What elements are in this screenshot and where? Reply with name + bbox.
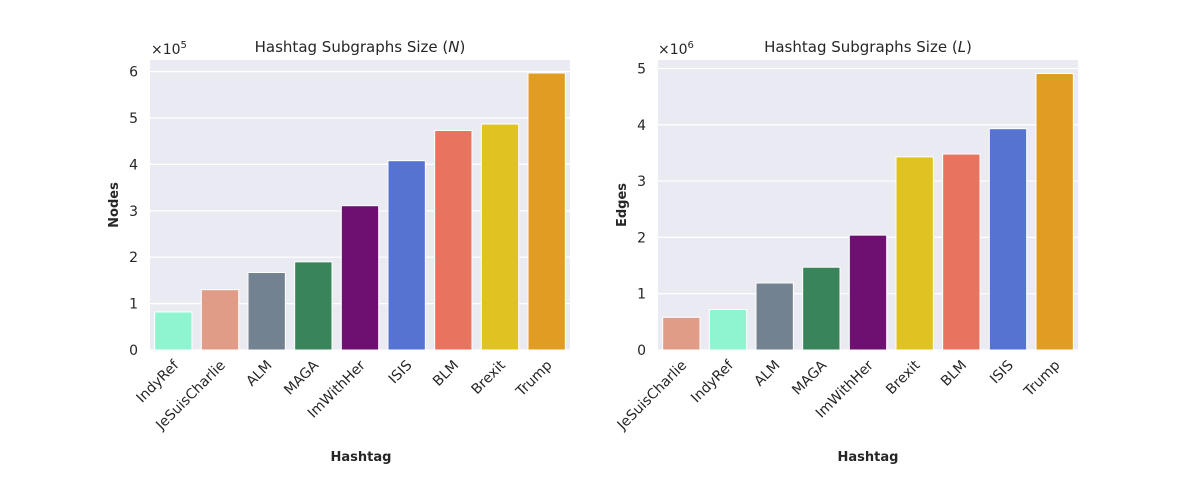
y-ticks-nodes: 0 1 2 3 4 5 6 <box>129 65 138 359</box>
y-axis-label-nodes: Nodes <box>107 182 122 228</box>
bar-isis <box>988 128 1028 351</box>
y-tick-label: 1 <box>637 287 646 303</box>
x-tick-label: BLM <box>430 358 462 390</box>
y-tick-label: 2 <box>637 230 646 246</box>
x-axis-label-nodes: Hashtag <box>331 450 392 465</box>
y-tick-label: 3 <box>129 204 138 220</box>
x-tick-label: Trump <box>1021 357 1064 400</box>
bars-edges <box>662 73 1074 351</box>
bar-trump <box>1035 73 1074 351</box>
x-tick-label: JeSuisCharlie <box>614 358 690 434</box>
x-tick-label: IndyRef <box>688 357 737 406</box>
x-tick-label: ISIS <box>987 357 1017 387</box>
bar-maga <box>802 266 841 351</box>
y-tick-label: 1 <box>129 297 138 313</box>
x-tick-label: ALM <box>243 358 275 390</box>
y-ticks-edges: 0 1 2 3 4 5 <box>637 61 646 359</box>
bar-alm <box>247 272 286 351</box>
x-axis-label-edges: Hashtag <box>838 450 899 465</box>
x-tick-label: Brexit <box>883 357 924 398</box>
chart-title-edges: Hashtag Subgraphs Size (L) <box>764 38 972 56</box>
bar-imwithher <box>848 234 888 351</box>
x-tick-label: ISIS <box>386 357 416 387</box>
y-tick-label: 5 <box>129 111 138 127</box>
bar-isis <box>387 160 426 351</box>
y-tick-label: 6 <box>129 65 138 81</box>
y-tick-label: 5 <box>637 61 646 77</box>
chart-title-nodes: Hashtag Subgraphs Size (N) <box>255 38 466 56</box>
bar-brexit <box>480 123 520 351</box>
x-tick-label: Trump <box>513 357 556 400</box>
x-tick-label: BLM <box>938 358 970 390</box>
bar-maga <box>294 261 333 351</box>
bar-indyref <box>708 308 748 351</box>
y-tick-label: 3 <box>637 174 646 190</box>
bar-indyref <box>154 311 193 351</box>
bars-nodes <box>154 72 566 351</box>
bar-blm <box>942 153 981 351</box>
bar-jesuischarlie <box>662 316 701 351</box>
x-tick-label: MAGA <box>281 357 322 398</box>
y-tick-label: 4 <box>637 118 646 134</box>
x-tick-label: MAGA <box>789 357 830 398</box>
bar-alm <box>755 282 794 351</box>
y-axis-label-edges: Edges <box>615 183 630 227</box>
y-tick-label: 4 <box>129 157 138 173</box>
bar-blm <box>434 130 473 351</box>
y-tick-label: 0 <box>129 343 138 359</box>
y-multiplier-nodes: ×105 <box>151 40 187 58</box>
x-tick-label: Brexit <box>468 357 509 398</box>
bar-imwithher <box>340 205 380 351</box>
bar-jesuischarlie <box>200 289 240 351</box>
y-tick-label: 2 <box>129 250 138 266</box>
bar-trump <box>527 72 566 351</box>
y-multiplier-edges: ×106 <box>658 40 694 58</box>
y-tick-label: 0 <box>637 343 646 359</box>
bar-brexit <box>895 156 934 351</box>
x-tick-label: ALM <box>751 358 783 390</box>
